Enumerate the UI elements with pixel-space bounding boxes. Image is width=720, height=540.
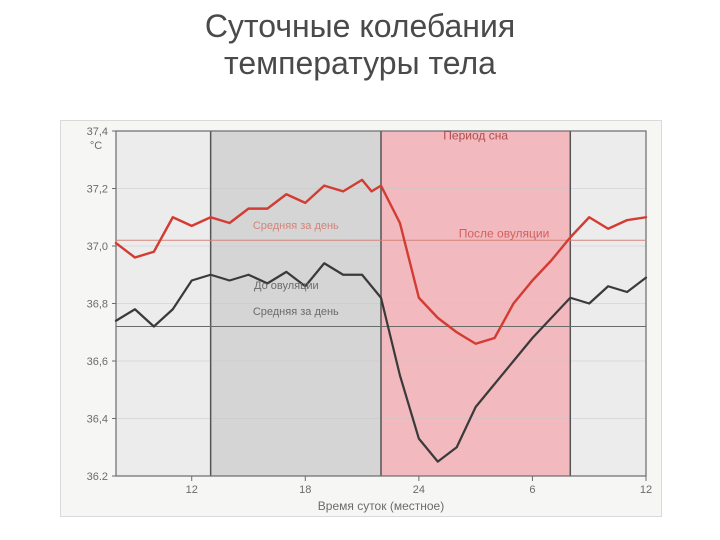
svg-text:6: 6 (529, 484, 535, 496)
svg-text:12: 12 (640, 484, 652, 496)
svg-text:Время суток (местное): Время суток (местное) (318, 499, 444, 513)
title-line-2: температуры тела (224, 45, 496, 81)
svg-text:24: 24 (413, 484, 425, 496)
svg-text:После овуляции: После овуляции (459, 226, 550, 240)
svg-text:36,8: 36,8 (87, 299, 108, 311)
svg-text:Средняя за день: Средняя за день (253, 306, 339, 318)
svg-text:°C: °C (90, 140, 102, 152)
svg-text:36,6: 36,6 (87, 356, 108, 368)
slide: Суточные колебания температуры тела 36.2… (0, 0, 720, 540)
svg-text:36.2: 36.2 (87, 471, 108, 483)
svg-text:Средняя за день: Средняя за день (253, 220, 339, 232)
svg-text:18: 18 (299, 484, 311, 496)
svg-text:37,2: 37,2 (87, 184, 108, 196)
svg-text:37,0: 37,0 (87, 241, 108, 253)
svg-text:36,4: 36,4 (87, 414, 108, 426)
svg-text:Период сна: Период сна (443, 129, 508, 143)
slide-title: Суточные колебания температуры тела (0, 8, 720, 82)
temperature-chart: 36.2 36,4 36,6 36,8 37,0 37,2 37,4 °C 12 18 24 6 12 В… (61, 121, 661, 516)
svg-text:37,4: 37,4 (87, 126, 108, 138)
title-line-1: Суточные колебания (205, 8, 515, 44)
svg-text:До овуляции: До овуляции (254, 280, 319, 292)
svg-text:12: 12 (186, 484, 198, 496)
chart-container: 36.2 36,4 36,6 36,8 37,0 37,2 37,4 °C 12 18 24 6 12 В… (60, 120, 662, 517)
